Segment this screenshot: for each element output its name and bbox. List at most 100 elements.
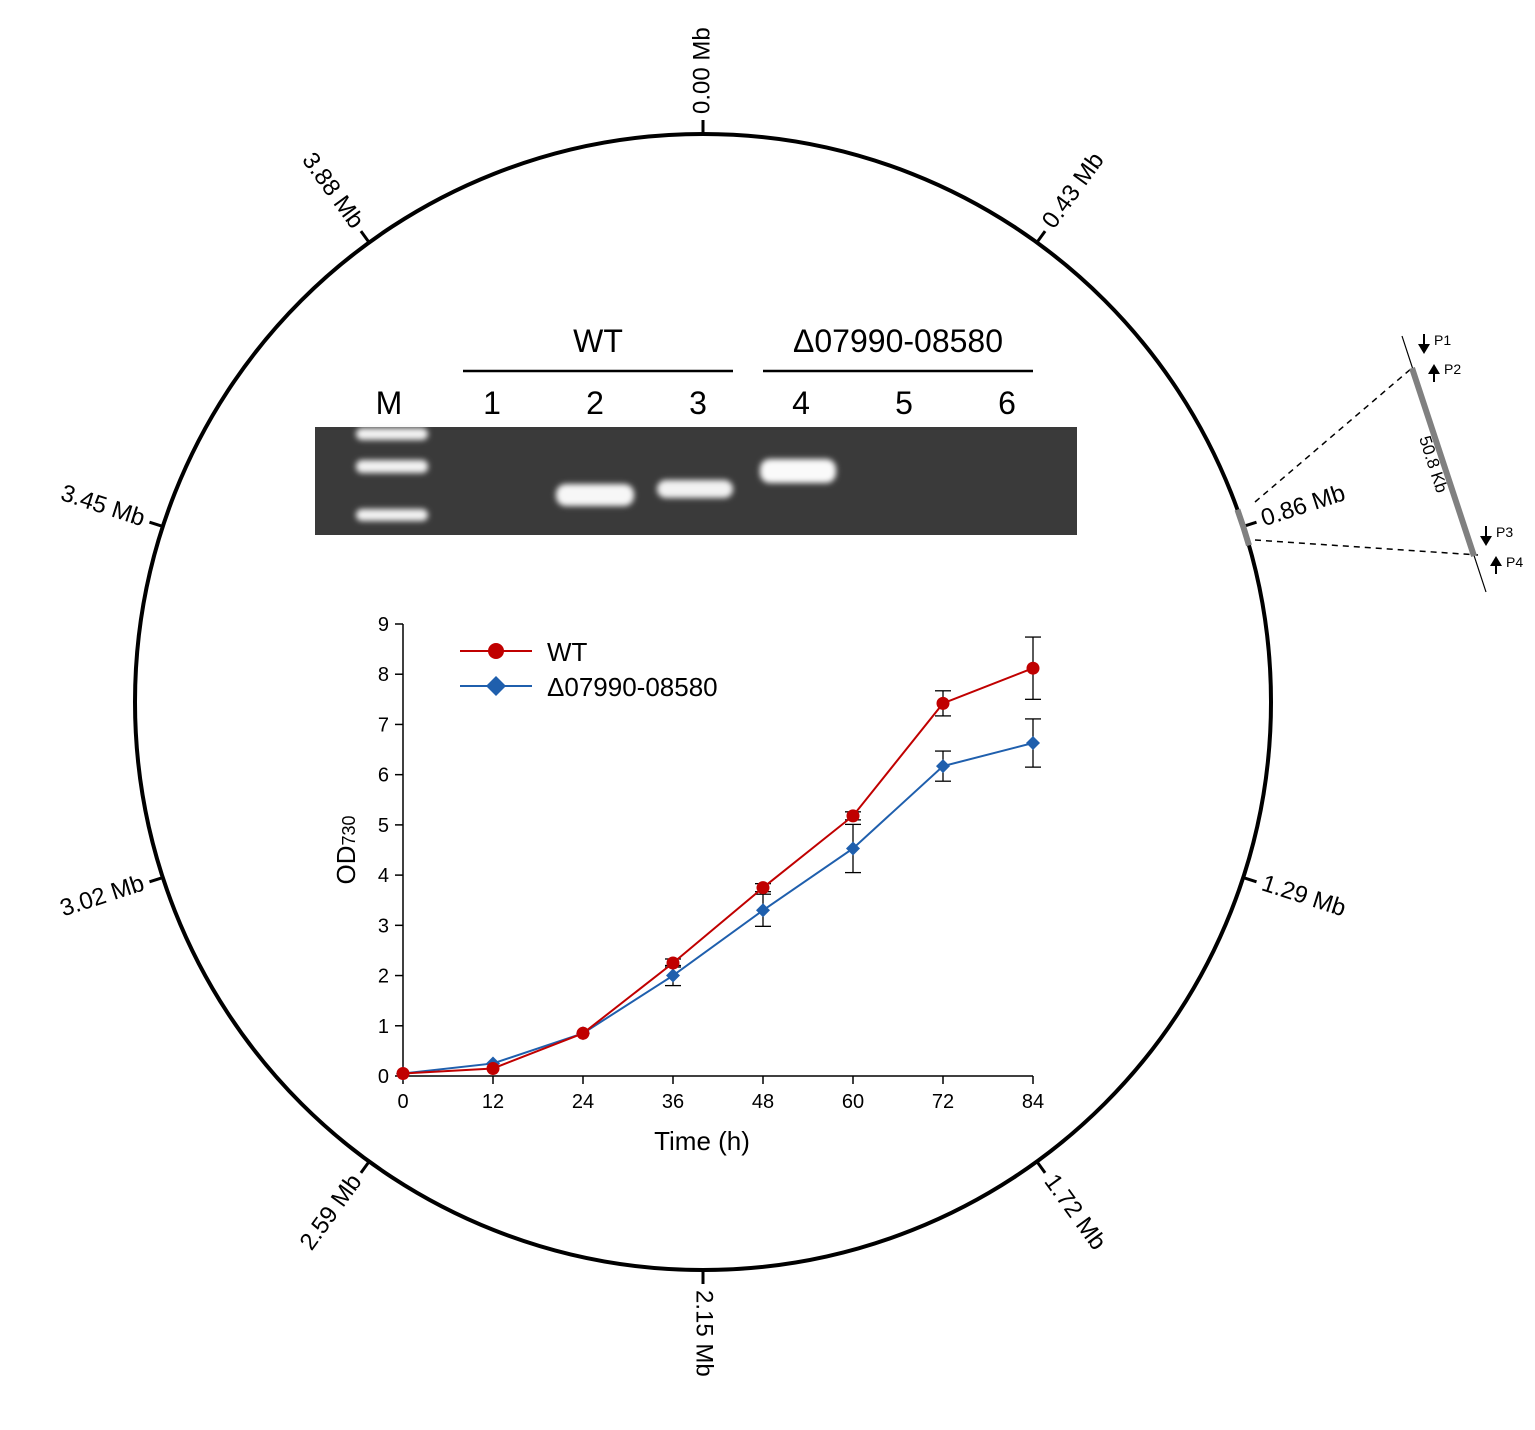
data-point [486,1061,500,1075]
genome-tick-label: 3.02 Mb [57,870,148,922]
data-point [576,1026,590,1040]
gel-lane-label: 2 [586,385,604,421]
legend-marker-mutant [486,676,506,696]
x-tick-label: 72 [932,1091,954,1113]
data-point [756,881,770,895]
y-axis-title-subscript: 730 [339,815,359,845]
series-mutant [396,718,1041,1081]
series-line [402,667,1034,1075]
gel-band-marker [356,509,428,521]
x-axis-title: Time (h) [654,1126,750,1156]
y-tick-label: 6 [378,765,389,787]
data-point [846,809,860,823]
primer-label: P1 [1434,332,1451,348]
zoom-line-bottom [1254,539,1479,556]
gel-lane-label: 1 [483,385,501,421]
gel-lane-label: 3 [689,385,707,421]
genome-tick [149,520,164,528]
series-line [402,742,1034,1075]
y-tick-label: 7 [378,714,389,736]
x-tick-label: 36 [662,1091,684,1113]
genome-tick-label: 3.88 Mb [296,148,369,234]
gel-lane-label: 6 [998,385,1016,421]
x-tick-label: 84 [1022,1091,1044,1113]
primer-arrow-up-icon [1490,556,1502,566]
chart-axes [402,624,1033,1077]
deletion-arc [1234,508,1252,547]
series-wt [396,636,1041,1080]
genome-tick-label: 3.45 Mb [57,480,148,532]
data-point [936,759,950,774]
x-tick-label: 60 [842,1091,864,1113]
y-tick-label: 4 [378,865,389,887]
data-point [1026,736,1040,751]
y-axis-title: OD730 [331,815,361,884]
deletion-bar [1409,367,1477,557]
genome-tick-label: 0.43 Mb [1037,148,1110,234]
genome-tick [149,876,164,884]
legend-label-mutant: Δ07990-08580 [547,672,718,702]
legend-marker-wt [488,643,504,659]
gel-lane-label: 4 [792,385,810,421]
primer-label: P4 [1506,554,1523,570]
gel-lane-label: 5 [895,385,913,421]
primer-label: P3 [1496,524,1513,540]
genome-circle [133,132,1273,1272]
data-point [756,903,770,918]
genome-tick [359,1160,371,1174]
genome-tick-label: 1.29 Mb [1258,870,1349,922]
genome-tick-label: 0.00 Mb [688,27,715,114]
gel-band-lane-4 [760,459,836,483]
x-tick-label: 12 [482,1091,504,1113]
genome-ticks: 0.00 Mb 0.43 Mb 0.86 Mb 1.29 Mb 1.72 Mb 2.15 … [57,27,1349,1376]
gel-panel: WT Δ07990-08580 M 1 2 3 4 5 6 [315,323,1077,535]
y-tick-label: 5 [378,815,389,837]
data-point [666,956,680,970]
chart-series [396,636,1041,1081]
chart-legend: WT Δ07990-08580 [460,637,718,702]
genome-tick [1242,876,1257,884]
legend-label-wt: WT [547,637,588,667]
x-tick-label: 0 [397,1091,408,1113]
genome-tick [1035,230,1047,244]
genome-tick-label: 1.72 Mb [1039,1169,1112,1255]
y-tick-label: 2 [378,966,389,988]
primer-arrow-up-icon [1428,364,1440,374]
primer-label: P2 [1444,361,1461,377]
data-point [396,1066,410,1080]
genome-tick [1035,1160,1047,1174]
y-tick-label: 9 [378,614,389,636]
gel-band-lane-3 [657,480,733,498]
deletion-detail: 50.8 Kb P1 P2 P3 P4 [1254,332,1523,593]
data-point [936,696,950,710]
x-tick-label: 48 [752,1091,774,1113]
data-point [846,841,860,856]
data-point [666,968,680,983]
gel-band-lane-2 [556,484,634,506]
gel-group-label-mutant: Δ07990-08580 [793,323,1003,359]
primer-arrow-down-icon [1480,536,1492,546]
genome-map: 0.00 Mb 0.43 Mb 0.86 Mb 1.29 Mb 1.72 Mb 2.15 … [57,27,1524,1376]
y-ticks: 0 1 2 3 4 5 6 7 8 9 [378,614,403,1088]
y-tick-label: 0 [378,1066,389,1088]
data-point [1026,661,1040,675]
zoom-line-top [1254,367,1413,503]
gel-band-marker [356,460,428,473]
genome-tick [359,230,371,244]
gel-group-label-wt: WT [573,323,623,359]
y-tick-label: 1 [378,1016,389,1038]
x-ticks: 0 12 24 36 48 60 72 84 [397,1076,1044,1113]
y-axis-title-main: OD [331,846,361,885]
y-tick-label: 3 [378,915,389,937]
x-tick-label: 24 [572,1091,594,1113]
y-tick-label: 8 [378,664,389,686]
gel-bands [356,428,836,521]
primer-arrow-down-icon [1418,344,1430,354]
gel-lane-label: M [376,385,403,421]
genome-tick-label: 0.86 Mb [1258,480,1349,532]
gel-band-marker [356,428,428,440]
genome-tick-label: 2.15 Mb [691,1290,718,1377]
genome-tick-label: 2.59 Mb [295,1169,368,1255]
